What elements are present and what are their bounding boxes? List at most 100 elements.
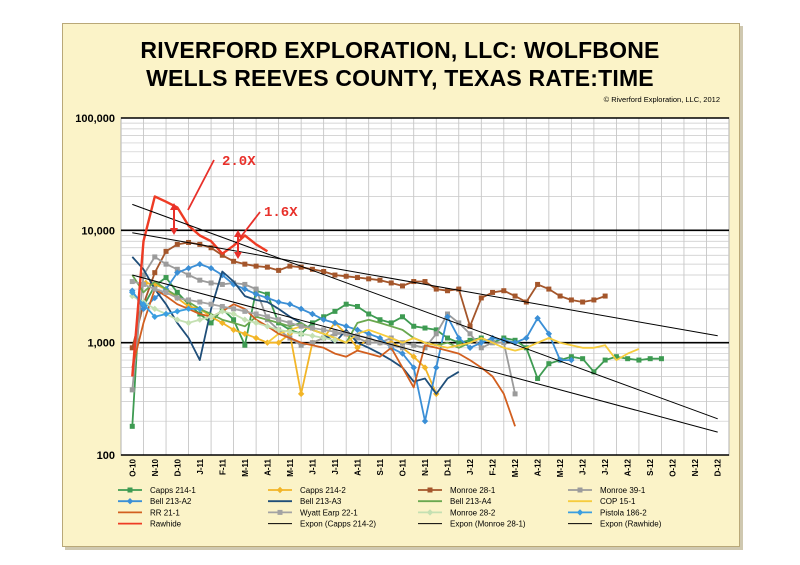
data-point-monroe-39-1 [219, 281, 225, 287]
data-point-capps-214-1 [129, 423, 135, 429]
data-point-bell-213-a2 [478, 339, 485, 346]
data-point-monroe-28-1 [456, 286, 462, 292]
data-point-monroe-28-2 [241, 316, 249, 323]
data-point-monroe-28-1 [580, 299, 586, 305]
data-point-monroe-39-1 [208, 280, 214, 286]
series-line-rr-21-1 [131, 288, 516, 427]
data-point-bell-213-a2 [196, 260, 204, 268]
data-point-capps-214-2 [410, 353, 417, 360]
data-point-monroe-28-1 [433, 286, 439, 292]
data-point-monroe-28-1 [264, 264, 270, 270]
data-point-wyatt-earp-22-1 [377, 340, 383, 346]
data-point-capps-214-1 [343, 301, 349, 307]
arrowhead-up [170, 203, 178, 210]
series-line-expon-capps-214-2 [132, 274, 718, 433]
x-tick-label: J-11 [308, 458, 317, 474]
data-point-monroe-39-1 [411, 342, 417, 348]
data-point-monroe-28-2 [174, 316, 181, 323]
data-point-wyatt-earp-22-1 [298, 323, 304, 329]
data-point-monroe-28-1 [163, 248, 169, 254]
data-point-capps-214-2 [354, 344, 361, 352]
data-point-monroe-28-1 [388, 280, 394, 286]
data-point-capps-214-1 [636, 357, 642, 363]
legend-marker-monroe-28-2 [426, 509, 434, 516]
legend-label-rawhide: Rawhide [150, 520, 182, 529]
data-point-capps-214-1 [377, 317, 383, 323]
annotation-2x: 2.0X [222, 154, 256, 170]
data-point-capps-214-1 [242, 342, 248, 348]
data-point-monroe-28-1 [422, 279, 428, 285]
x-tick-label: D-10 [173, 458, 182, 476]
data-point-monroe-39-1 [152, 254, 158, 260]
x-tick-label: N-10 [151, 458, 160, 476]
data-point-bell-213-a2 [534, 315, 541, 322]
plot-area [120, 117, 730, 456]
legend-label-expon-capps-214-2: Expon (Capps 214-2) [300, 520, 376, 529]
legend-label-bell-213-a2: Bell 213-A2 [150, 497, 192, 506]
data-point-bell-213-a2 [545, 330, 553, 337]
x-tick-label: A-12 [624, 458, 633, 476]
data-point-monroe-28-1 [208, 245, 214, 251]
data-point-monroe-39-1 [456, 320, 462, 326]
data-point-pistola-186-2 [196, 305, 204, 313]
x-tick-label: J-11 [331, 458, 340, 474]
data-point-bell-213-a2 [185, 265, 192, 272]
data-point-bell-213-a2 [286, 301, 294, 308]
data-point-capps-214-2 [275, 339, 282, 346]
data-point-monroe-28-1 [366, 276, 372, 282]
legend-marker-wyatt-earp-22-1 [277, 509, 283, 515]
data-point-capps-214-1 [354, 303, 360, 309]
data-point-wyatt-earp-22-1 [242, 308, 248, 314]
data-point-bell-213-a2 [455, 334, 462, 342]
series-line-bell-213-a2 [131, 263, 572, 423]
data-point-monroe-28-2 [264, 323, 271, 330]
data-point-bell-213-a2 [511, 339, 519, 346]
data-point-capps-214-2 [252, 334, 260, 342]
data-point-monroe-39-1 [163, 261, 169, 267]
data-point-monroe-28-1 [512, 293, 518, 299]
data-point-wyatt-earp-22-1 [219, 303, 225, 309]
data-point-capps-214-2 [241, 330, 249, 337]
data-point-monroe-28-1 [321, 269, 327, 275]
legend-label-capps-214-1: Capps 214-1 [150, 486, 196, 495]
legend-label-expon-monroe-28-1: Expon (Monroe 28-1) [450, 520, 526, 529]
data-point-monroe-39-1 [197, 277, 203, 283]
data-point-monroe-28-1 [298, 264, 304, 270]
data-point-monroe-39-1 [298, 342, 304, 348]
data-point-monroe-39-1 [253, 286, 259, 292]
data-point-monroe-28-1 [535, 281, 541, 287]
data-point-bell-213-a2 [275, 298, 282, 306]
data-point-monroe-39-1 [512, 391, 518, 397]
x-tick-label: N-12 [691, 458, 700, 476]
data-point-monroe-28-1 [557, 293, 563, 299]
data-point-monroe-28-1 [309, 266, 315, 272]
data-point-capps-214-1 [647, 356, 653, 362]
x-tick-label: M-11 [241, 458, 250, 476]
y-tick-label: 1,000 [87, 338, 115, 350]
legend-label-monroe-28-2: Monroe 28-2 [450, 508, 496, 517]
data-point-pistola-186-2 [129, 289, 136, 296]
data-point-monroe-28-1 [242, 261, 248, 267]
data-point-wyatt-earp-22-1 [287, 320, 293, 326]
legend-label-monroe-28-1: Monroe 28-1 [450, 486, 496, 495]
data-point-capps-214-1 [433, 327, 439, 333]
data-point-capps-214-2 [421, 364, 429, 371]
data-point-bell-213-a2 [174, 269, 181, 276]
data-point-monroe-28-1 [152, 270, 158, 276]
data-point-capps-214-1 [546, 361, 552, 367]
data-point-monroe-28-2 [309, 332, 316, 340]
legend-label-rr-21-1: RR 21-1 [150, 508, 180, 517]
data-point-capps-214-1 [399, 314, 405, 320]
data-point-monroe-28-1 [490, 289, 496, 295]
data-point-capps-214-1 [625, 356, 631, 362]
x-tick-label: N-11 [421, 458, 430, 475]
x-tick-label: J-11 [196, 458, 205, 474]
x-tick-label: F-11 [218, 458, 227, 475]
data-point-capps-214-1 [411, 323, 417, 329]
legend-label-bell-213-a3: Bell 213-A3 [300, 497, 342, 506]
data-point-wyatt-earp-22-1 [264, 314, 270, 320]
data-point-monroe-39-1 [141, 272, 147, 278]
data-point-monroe-39-1 [309, 340, 315, 346]
x-tick-label: J-12 [579, 458, 588, 475]
data-point-capps-214-1 [231, 317, 237, 323]
